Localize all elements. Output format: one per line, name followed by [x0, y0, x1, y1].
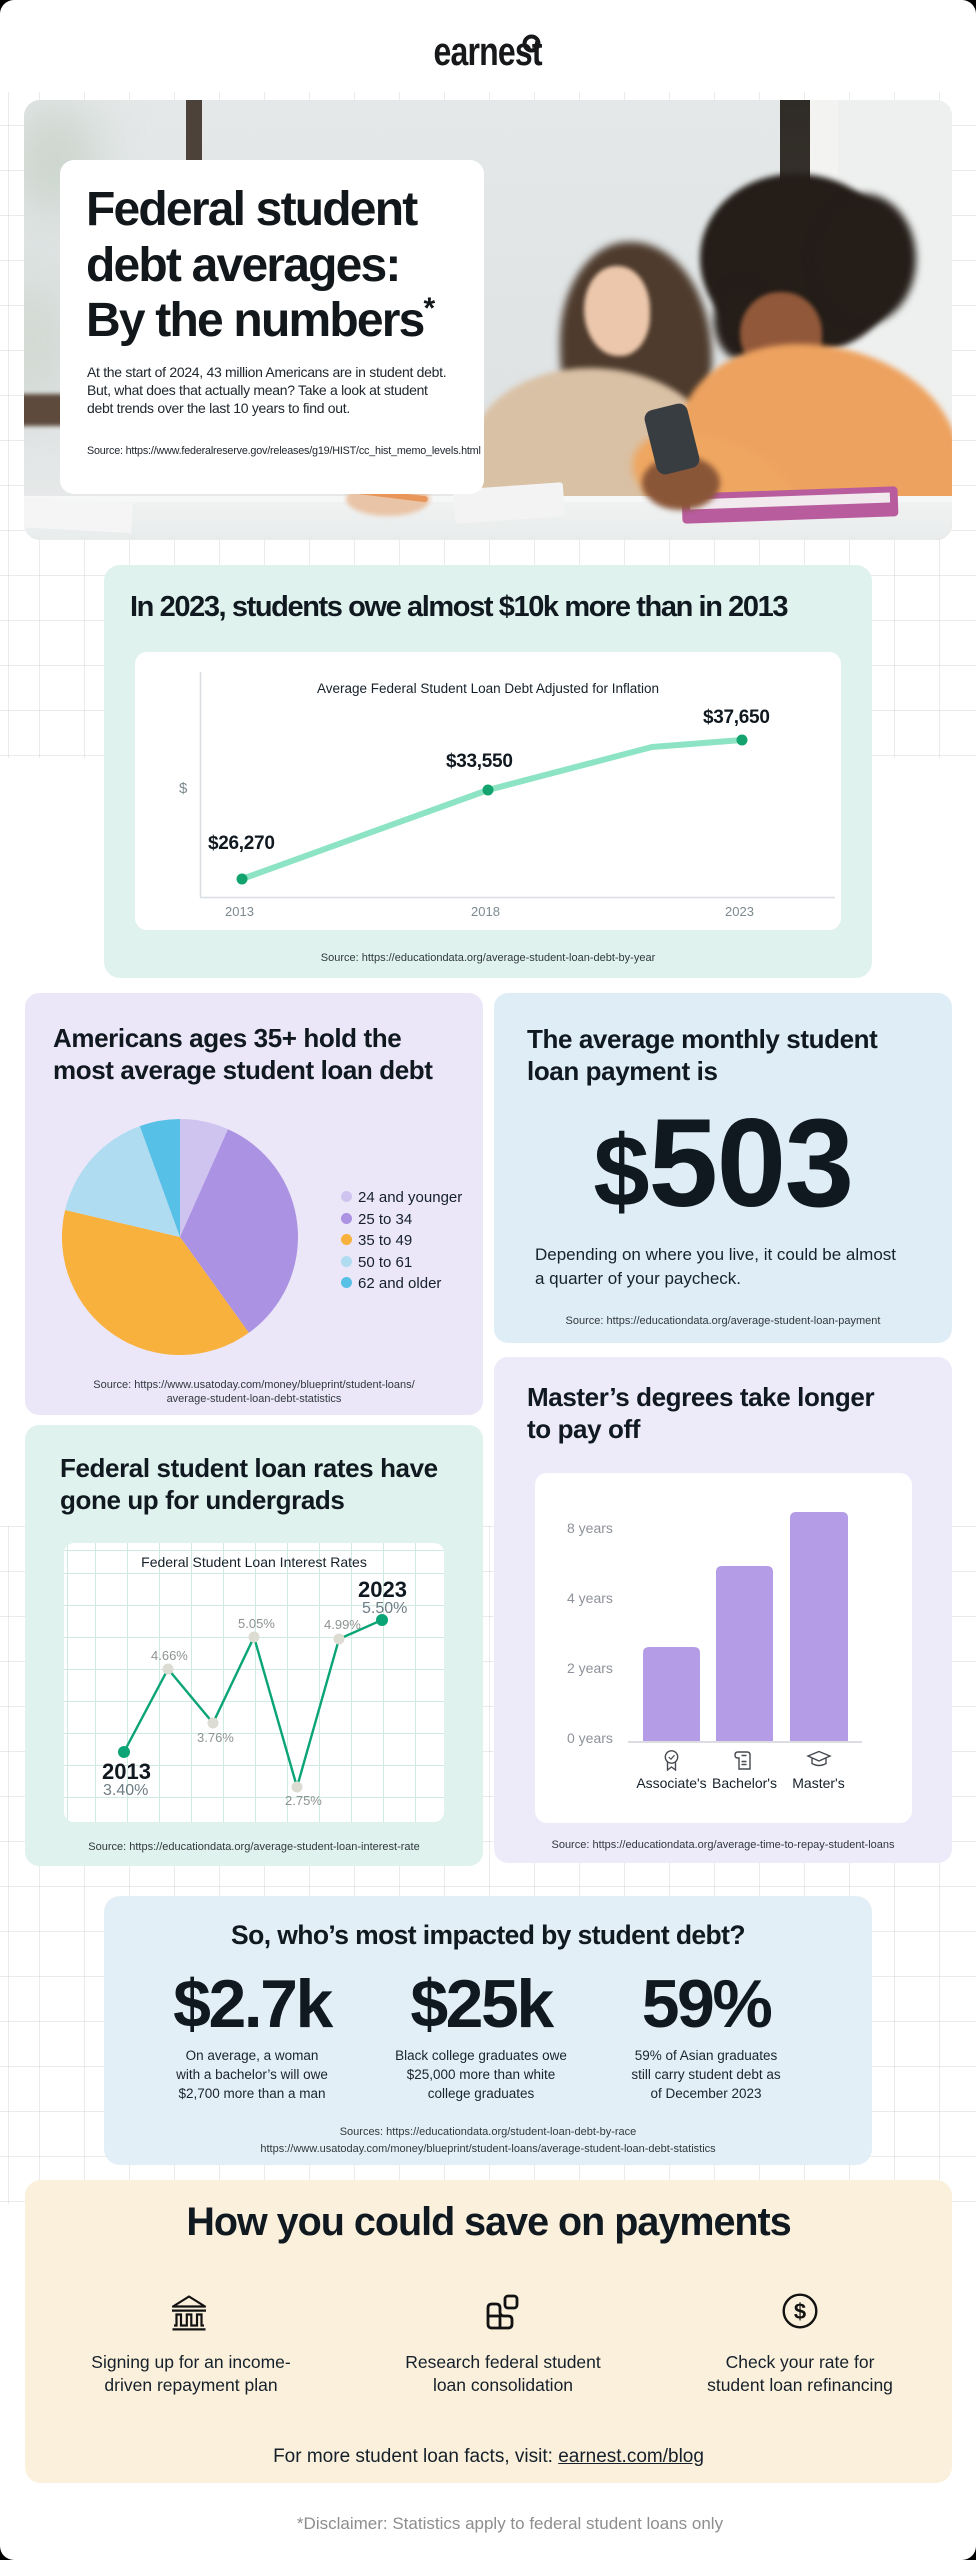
svg-text:$: $	[794, 2299, 806, 2324]
